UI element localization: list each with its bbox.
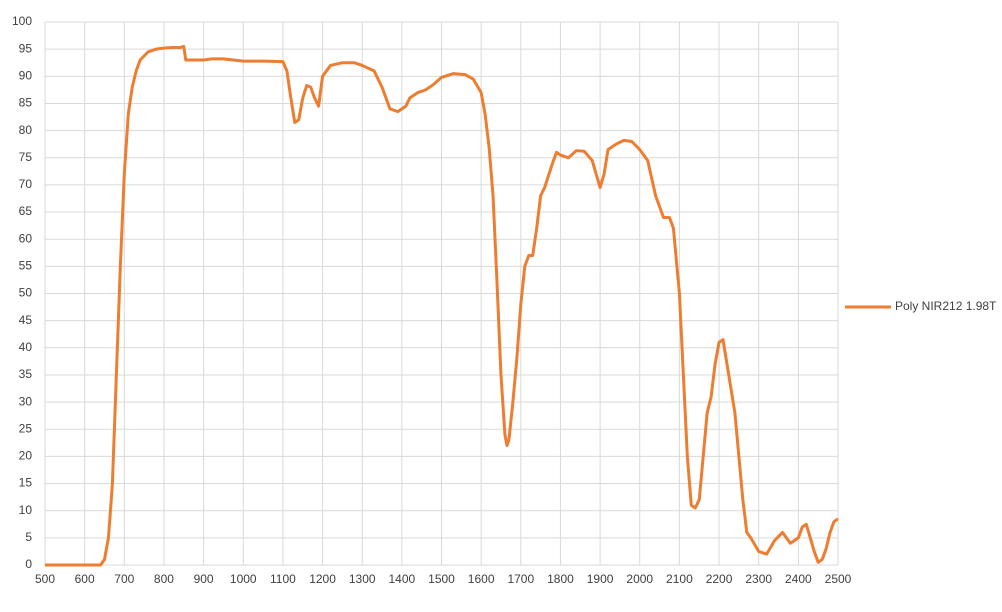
y-tick-label: 10 xyxy=(19,503,33,517)
x-tick-label: 1500 xyxy=(428,572,455,586)
x-tick-label: 700 xyxy=(114,572,134,586)
x-tick-label: 500 xyxy=(35,572,55,586)
x-tick-label: 2200 xyxy=(706,572,733,586)
x-tick-label: 1000 xyxy=(230,572,257,586)
y-tick-label: 15 xyxy=(19,476,33,490)
x-tick-label: 1600 xyxy=(468,572,495,586)
y-tick-label: 45 xyxy=(19,313,33,327)
y-tick-label: 50 xyxy=(19,286,33,300)
y-tick-label: 35 xyxy=(19,367,33,381)
data-line xyxy=(45,44,839,567)
y-tick-label: 60 xyxy=(19,231,33,245)
x-tick-label: 1300 xyxy=(349,572,376,586)
y-tick-label: 95 xyxy=(19,41,33,55)
y-tick-label: 80 xyxy=(19,123,33,137)
x-tick-label: 900 xyxy=(194,572,214,586)
x-tick-label: 2100 xyxy=(666,572,693,586)
x-tick-label: 2400 xyxy=(785,572,812,586)
y-tick-label: 0 xyxy=(25,557,32,571)
x-tick-label: 2300 xyxy=(745,572,772,586)
x-tick-label: 2500 xyxy=(825,572,852,586)
y-tick-label: 20 xyxy=(19,449,33,463)
x-tick-label: 2000 xyxy=(626,572,653,586)
x-tick-label: 1900 xyxy=(587,572,614,586)
x-tick-label: 1800 xyxy=(547,572,574,586)
x-tick-label: 1400 xyxy=(388,572,415,586)
x-tick-label: 1100 xyxy=(270,572,296,586)
y-tick-label: 100 xyxy=(12,14,32,28)
y-tick-label: 30 xyxy=(19,394,33,408)
y-tick-label: 25 xyxy=(19,421,33,435)
y-tick-label: 55 xyxy=(19,259,33,273)
y-tick-label: 65 xyxy=(19,204,33,218)
y-tick-label: 75 xyxy=(19,150,33,164)
x-tick-label: 600 xyxy=(75,572,95,586)
legend-label: Poly NIR212 1.98T xyxy=(895,299,997,313)
x-tick-label: 800 xyxy=(154,572,174,586)
x-tick-label: 1200 xyxy=(309,572,336,586)
x-tick-label: 1700 xyxy=(507,572,534,586)
y-tick-label: 90 xyxy=(19,68,33,82)
y-tick-label: 85 xyxy=(19,96,33,110)
y-tick-label: 5 xyxy=(25,530,32,544)
y-tick-label: 70 xyxy=(19,177,33,191)
y-tick-label: 40 xyxy=(19,340,33,354)
